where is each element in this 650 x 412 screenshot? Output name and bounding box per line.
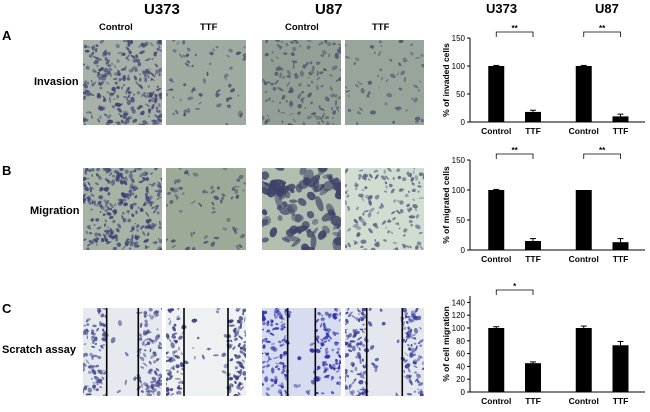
x-tick-label: Control <box>569 254 599 264</box>
bar <box>613 116 629 122</box>
x-tick-label: TTF <box>525 254 541 264</box>
bar <box>488 328 504 392</box>
x-tick-label: Control <box>481 126 511 136</box>
micrograph-migration-u87-control <box>262 168 341 250</box>
column-header-u373: U373 <box>144 1 180 18</box>
bar <box>576 66 592 122</box>
micrograph-scratch-u373-control <box>83 308 162 396</box>
column-header-u87: U87 <box>315 1 343 18</box>
y-axis-label: % of invaded cells <box>441 43 451 117</box>
micrograph-invasion-u373-ttf <box>166 40 246 125</box>
micrograph-scratch-u87-control <box>262 308 341 396</box>
micrograph-migration-u373-ttf <box>166 168 246 250</box>
y-tick-label: 100 <box>452 62 466 71</box>
x-tick-label: Control <box>569 396 599 406</box>
significance-label: ** <box>599 146 606 155</box>
micrograph-invasion-u87-ttf <box>345 40 424 125</box>
y-tick-label: 100 <box>452 186 466 195</box>
x-tick-label: TTF <box>613 396 629 406</box>
bar <box>525 112 541 122</box>
row-label-migration: Migration <box>30 205 80 217</box>
significance-label: ** <box>599 24 606 33</box>
y-tick-label: 0 <box>461 246 466 255</box>
micrograph-migration-u87-ttf <box>345 168 424 250</box>
panel-letter-a: A <box>2 28 11 43</box>
bar-chart-invasion: % of invaded cells 0 50 100 150 Control TTF Con… <box>440 14 650 142</box>
y-tick-label: 40 <box>456 362 465 371</box>
y-tick-label: 80 <box>456 337 465 346</box>
significance-label: ** <box>512 146 519 155</box>
bar <box>613 242 629 250</box>
significance-label: ** <box>512 24 519 33</box>
bar <box>576 190 592 250</box>
bar <box>613 345 629 392</box>
subheader-ttf-u373: TTF <box>200 22 217 33</box>
y-tick-label: 140 <box>452 298 466 307</box>
y-tick-label: 0 <box>461 118 466 127</box>
x-tick-label: TTF <box>613 254 629 264</box>
subheader-control-u373: Control <box>99 22 133 33</box>
bar <box>525 241 541 250</box>
panel-letter-c: C <box>2 301 11 316</box>
y-axis-label: % of migrated cells <box>441 166 451 244</box>
y-tick-label: 50 <box>456 216 465 225</box>
y-tick-label: 20 <box>456 375 465 384</box>
x-tick-label: Control <box>481 396 511 406</box>
y-tick-label: 0 <box>461 388 466 397</box>
bar-chart-scratch: % of cell migration 0 20 40 60 80 100 120 140 Con… <box>440 276 650 412</box>
subheader-ttf-u87: TTF <box>372 22 389 33</box>
y-tick-label: 150 <box>452 156 466 165</box>
micrograph-invasion-u373-control <box>83 40 162 125</box>
x-tick-label: Control <box>481 254 511 264</box>
bar-chart-migration: % of migrated cells 0 50 100 150 Control TTF Co… <box>440 142 650 272</box>
micrograph-invasion-u87-control <box>262 40 341 125</box>
bar <box>488 66 504 122</box>
micrograph-scratch-u373-ttf <box>166 308 246 396</box>
row-label-scratch-assay: Scratch assay <box>2 344 76 356</box>
x-tick-label: TTF <box>525 396 541 406</box>
y-tick-label: 60 <box>456 350 465 359</box>
y-tick-label: 120 <box>452 311 466 320</box>
row-label-invasion: Invasion <box>34 76 79 88</box>
subheader-control-u87: Control <box>285 22 319 33</box>
x-tick-label: Control <box>569 126 599 136</box>
micrograph-migration-u373-control <box>83 168 162 250</box>
micrograph-scratch-u87-ttf <box>345 308 424 396</box>
y-tick-label: 150 <box>452 34 466 43</box>
bar <box>525 363 541 392</box>
y-tick-label: 100 <box>452 324 466 333</box>
panel-letter-b: B <box>2 163 11 178</box>
y-axis-label: % of cell migration <box>441 306 451 382</box>
x-tick-label: TTF <box>613 126 629 136</box>
y-tick-label: 50 <box>456 90 465 99</box>
x-tick-label: TTF <box>525 126 541 136</box>
bar <box>576 328 592 392</box>
bar <box>488 190 504 250</box>
